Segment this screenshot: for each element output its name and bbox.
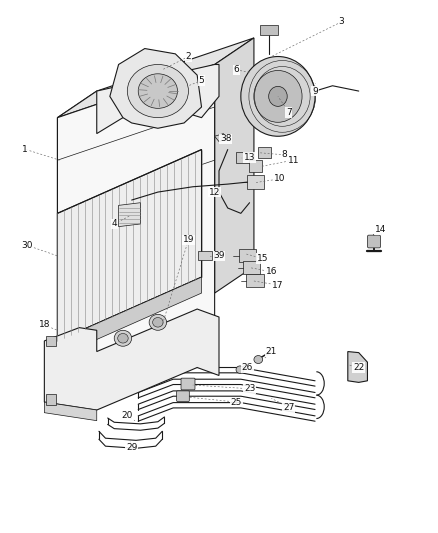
FancyBboxPatch shape — [246, 274, 264, 287]
Text: 39: 39 — [213, 252, 225, 260]
Text: 3: 3 — [339, 18, 344, 27]
Text: 30: 30 — [21, 241, 33, 250]
Text: 16: 16 — [265, 268, 277, 276]
Text: 1: 1 — [22, 145, 28, 154]
Ellipse shape — [254, 70, 302, 122]
Text: 22: 22 — [353, 363, 364, 372]
Text: 4: 4 — [111, 220, 117, 229]
Text: 27: 27 — [283, 403, 294, 412]
Text: 12: 12 — [209, 188, 220, 197]
FancyBboxPatch shape — [239, 249, 256, 262]
FancyBboxPatch shape — [249, 160, 262, 172]
Ellipse shape — [268, 86, 287, 107]
Ellipse shape — [114, 330, 132, 346]
Text: 20: 20 — [122, 411, 133, 420]
Text: 18: 18 — [39, 320, 50, 329]
Polygon shape — [215, 38, 254, 293]
Text: 25: 25 — [231, 398, 242, 407]
Polygon shape — [44, 402, 97, 421]
Text: 17: 17 — [272, 280, 284, 289]
Polygon shape — [57, 91, 97, 394]
Text: 9: 9 — [312, 86, 318, 95]
Ellipse shape — [138, 74, 177, 108]
Text: 11: 11 — [287, 156, 299, 165]
Polygon shape — [215, 134, 228, 142]
FancyBboxPatch shape — [198, 251, 212, 260]
FancyBboxPatch shape — [258, 147, 271, 158]
Text: 21: 21 — [266, 347, 277, 356]
FancyBboxPatch shape — [46, 336, 56, 346]
Ellipse shape — [241, 56, 315, 136]
Text: 5: 5 — [199, 76, 205, 85]
Text: 8: 8 — [282, 150, 287, 159]
Text: 14: 14 — [375, 225, 386, 234]
Text: 26: 26 — [242, 363, 253, 372]
Text: 38: 38 — [220, 134, 231, 143]
Polygon shape — [110, 49, 201, 128]
Ellipse shape — [127, 64, 188, 118]
Polygon shape — [97, 64, 219, 134]
Polygon shape — [119, 203, 141, 227]
FancyBboxPatch shape — [237, 152, 249, 163]
Polygon shape — [57, 150, 201, 341]
Ellipse shape — [118, 334, 128, 343]
Polygon shape — [348, 352, 367, 382]
Text: 19: 19 — [183, 236, 194, 245]
Text: 29: 29 — [126, 443, 138, 452]
Polygon shape — [57, 38, 254, 118]
Ellipse shape — [236, 366, 244, 373]
Text: 10: 10 — [274, 174, 286, 183]
FancyBboxPatch shape — [243, 261, 261, 274]
Text: 7: 7 — [286, 108, 292, 117]
Text: 23: 23 — [244, 384, 255, 393]
FancyBboxPatch shape — [46, 394, 56, 405]
Polygon shape — [57, 277, 201, 357]
Text: 2: 2 — [186, 52, 191, 61]
Ellipse shape — [149, 314, 166, 330]
Polygon shape — [44, 309, 219, 410]
FancyBboxPatch shape — [367, 235, 381, 248]
FancyBboxPatch shape — [177, 391, 189, 401]
Text: 13: 13 — [244, 153, 255, 162]
Ellipse shape — [152, 318, 163, 327]
Ellipse shape — [254, 356, 263, 364]
Text: 15: 15 — [257, 254, 268, 263]
Text: 6: 6 — [233, 66, 239, 74]
Polygon shape — [261, 25, 278, 35]
FancyBboxPatch shape — [247, 174, 264, 189]
FancyBboxPatch shape — [181, 378, 195, 390]
Polygon shape — [57, 64, 215, 394]
